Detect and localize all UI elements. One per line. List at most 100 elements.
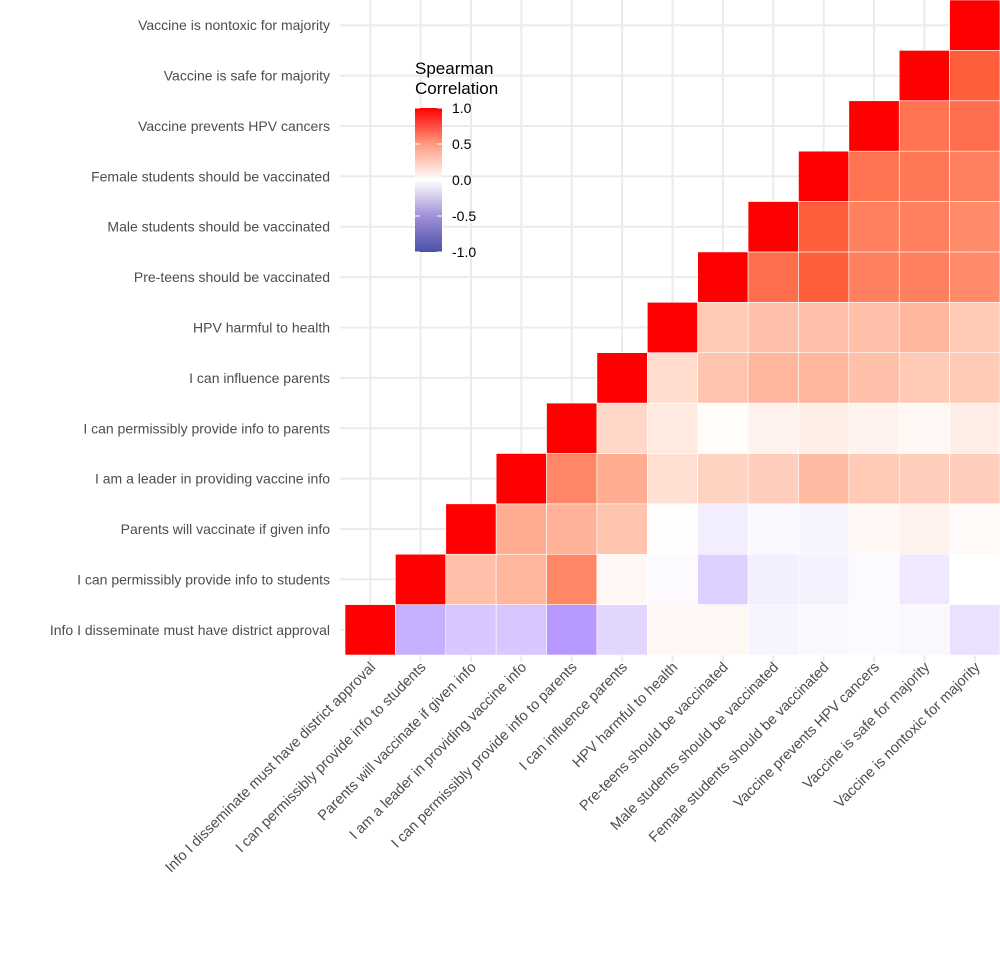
heatmap-cell [798,402,850,454]
heatmap-cell [445,503,497,555]
heatmap-cell [898,150,950,202]
heatmap-cell [596,604,648,656]
heatmap-cell [949,50,1000,102]
legend-tick-label: 0.5 [452,136,472,152]
heatmap-cell [495,503,547,555]
heatmap-cell [848,352,900,404]
heatmap-cell [747,352,799,404]
heatmap-cell [647,604,698,656]
heatmap-cell [848,503,900,555]
heatmap-cell [898,453,950,505]
heatmap-cell [848,402,900,454]
heatmap-cell [546,503,598,555]
legend-tick-label: -1.0 [452,244,476,260]
x-axis-labels: Info I disseminate must have district ap… [163,659,985,876]
heatmap-cell [697,503,749,555]
y-tick-label: Vaccine is nontoxic for majority [138,17,330,33]
heatmap-cell [898,604,950,656]
heatmap-cell [495,604,547,656]
heatmap-cell [747,503,799,555]
heatmap-cell [747,453,799,505]
x-tick-label: I can permissibly provide info to studen… [233,660,430,857]
heatmap-cell [697,352,749,404]
heatmap-cell [697,604,749,656]
heatmap-cell [546,553,598,605]
y-tick-label: I can permissibly provide info to studen… [77,571,330,587]
y-tick-label: I can influence parents [189,370,330,386]
heatmap-cell [647,302,698,353]
heatmap-cell [596,352,648,404]
heatmap-cell [697,251,749,303]
heatmap-cell [647,453,698,505]
heatmap-cell [798,503,850,555]
heatmap-cell [445,604,497,656]
heatmap-cell [647,553,698,605]
heatmap-cell [848,150,900,202]
color-legend: Spearman Correlation 1.0 0.5 0.0 -0.5 -1.0 [415,59,498,260]
heatmap-cell [898,503,950,555]
heatmap-cell [798,150,850,202]
heatmap-cell [747,201,799,253]
heatmap-cell [798,302,850,353]
heatmap-cell [546,453,598,505]
legend-title-line-1: Spearman [415,59,493,78]
heatmap-cell [747,302,799,353]
heatmap-cell [495,453,547,505]
heatmap-cell [647,352,698,404]
x-tick-label: Female students should be vaccinated [646,660,832,846]
heatmap-cell [596,402,648,454]
heatmap-cell [898,50,950,102]
y-tick-label: Info I disseminate must have district ap… [50,622,330,638]
legend-tick-label: 1.0 [452,100,472,116]
heatmap-cell [798,453,850,505]
heatmap-cell [949,201,1000,253]
heatmap-cell [848,453,900,505]
y-tick-label: Male students should be vaccinated [107,219,330,235]
x-tick-label: I can permissibly provide info to parent… [389,660,581,852]
heatmap-cell [697,453,749,505]
heatmap-cell [747,402,799,454]
y-tick-label: Vaccine prevents HPV cancers [138,118,330,134]
heatmap-cell [445,553,497,605]
y-tick-label: Female students should be vaccinated [91,168,330,184]
x-tick-label: I am a leader in providing vaccine info [347,660,530,843]
heatmap-cell [898,302,950,353]
heatmap-cell [596,453,648,505]
y-tick-label: I am a leader in providing vaccine info [95,471,330,487]
heatmap-cell [747,604,799,656]
y-tick-label: Parents will vaccinate if given info [121,521,331,537]
heatmap-cell [848,604,900,656]
heatmap-cell [546,402,598,454]
heatmap-cell [798,352,850,404]
heatmap-cell [898,402,950,454]
heatmap-cell [798,604,850,656]
heatmap-cell [898,100,950,152]
y-tick-label: Pre-teens should be vaccinated [134,269,330,285]
heatmap-cell [949,302,1000,353]
heatmap-cells [344,0,1000,656]
heatmap-cell [949,604,1000,656]
heatmap-cell [848,100,900,152]
heatmap-cell [949,503,1000,555]
heatmap-cell [949,251,1000,303]
y-tick-label: Vaccine is safe for majority [164,68,330,84]
heatmap-cell [949,0,1000,51]
heatmap-cell [898,251,950,303]
heatmap-cell [949,402,1000,454]
heatmap-cell [949,553,1000,605]
heatmap-cell [949,100,1000,152]
heatmap-cell [395,553,447,605]
heatmap-cell [798,251,850,303]
heatmap-cell [949,453,1000,505]
heatmap-cell [747,553,799,605]
x-tick-label: Info I disseminate must have district ap… [163,660,379,876]
heatmap-cell [747,251,799,303]
heatmap-cell [495,553,547,605]
heatmap-cell [949,352,1000,404]
heatmap-cell [848,553,900,605]
heatmap-cell [395,604,447,656]
heatmap-cell [647,402,698,454]
heatmap-cell [898,553,950,605]
